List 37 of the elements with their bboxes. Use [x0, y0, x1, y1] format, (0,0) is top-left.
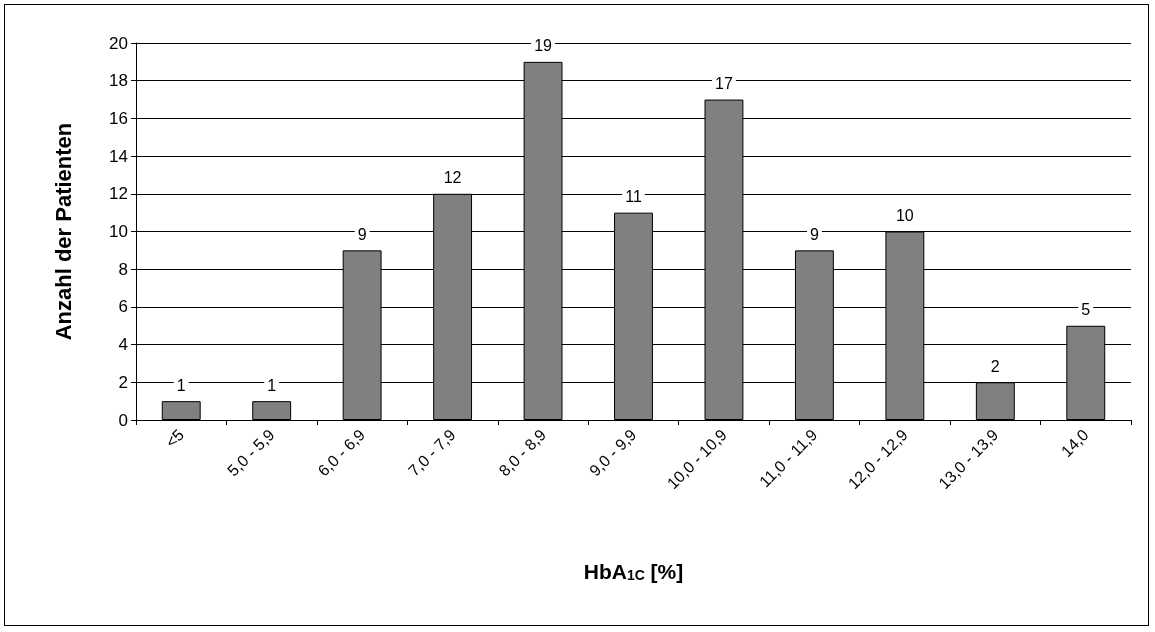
y-tick-label: 6 [118, 297, 128, 317]
data-label: 19 [534, 37, 553, 55]
data-label: 12 [443, 169, 462, 187]
bar [161, 401, 201, 420]
y-tick-label: 4 [118, 335, 128, 355]
data-label: 2 [990, 357, 1000, 375]
x-tick-label: 9,0 - 9,9 [586, 425, 640, 480]
data-label: 1 [267, 376, 277, 394]
y-tick-label: 12 [109, 184, 128, 204]
data-label: 11 [625, 188, 642, 206]
y-tick-label: 10 [109, 222, 128, 241]
data-label: 10 [895, 207, 914, 224]
y-tick-label: 8 [118, 259, 128, 279]
y-tick-label: 16 [109, 108, 128, 128]
x-tick-label: 11,0 - 11,9 [756, 425, 821, 491]
x-tick-label: 5,0 - 5,9 [224, 425, 278, 480]
y-tick-label: 18 [109, 71, 128, 91]
data-label: 5 [1081, 301, 1091, 319]
y-tick-label: 20 [109, 33, 128, 53]
x-tick-label: 12,0 - 12,9 [844, 425, 911, 493]
data-label: 9 [357, 225, 367, 243]
x-tick-label: 13,0 - 13,9 [935, 425, 1002, 493]
x-tick-label: <5 [162, 425, 188, 451]
y-tick-label: 0 [118, 410, 128, 430]
data-label: 1 [176, 376, 186, 394]
x-tick-label: 8,0 - 8,9 [495, 425, 550, 480]
data-label: 17 [715, 75, 733, 93]
data-label: 9 [809, 225, 819, 243]
x-tick-label: 6,0 - 6,9 [314, 425, 369, 480]
y-tick-label: 2 [118, 372, 128, 392]
x-axis-title: HbA1C [%] [583, 559, 684, 583]
x-tick-label: 10,0 - 10,9 [663, 425, 731, 493]
bar [252, 401, 292, 420]
x-tick-label: 7,0 - 7,9 [405, 425, 459, 480]
y-axis-title: Anzahl der Patienten [50, 122, 76, 341]
x-tick-label: 14,0 [1057, 425, 1092, 461]
y-tick-label: 14 [109, 146, 128, 166]
